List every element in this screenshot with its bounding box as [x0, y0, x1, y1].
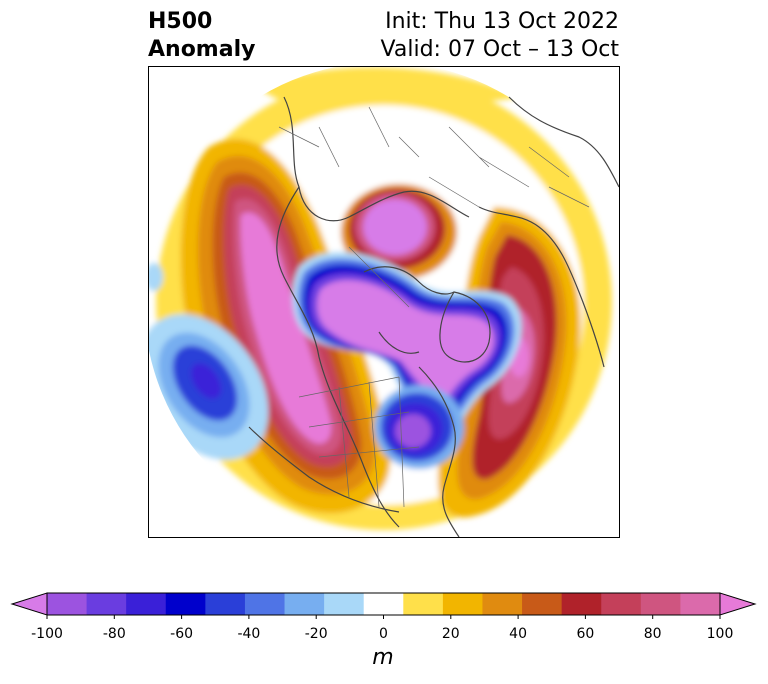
colorbar-tick-label: 0	[379, 626, 388, 642]
colorbar-bin	[324, 593, 365, 615]
trough-eastern-north-america	[374, 385, 464, 469]
colorbar-bin	[680, 593, 721, 615]
state-borders	[278, 106, 590, 508]
colorbar-tick-label: -40	[237, 626, 261, 642]
colorbar-units: m	[372, 645, 394, 670]
title-variable: H500	[148, 9, 213, 34]
colorbar-tick-label: -80	[102, 626, 126, 642]
colorbar	[10, 592, 757, 619]
valid-period: Valid: 07 Oct – 13 Oct	[380, 37, 619, 62]
colorbar-bin	[205, 593, 246, 615]
colorbar-bin	[86, 593, 127, 615]
colorbar-bin	[284, 593, 325, 615]
colorbar-bin	[442, 593, 483, 615]
colorbar-bin	[403, 593, 444, 615]
trough-greenland-north-atlantic	[292, 251, 522, 447]
colorbar-bin	[244, 593, 286, 615]
colorbar-tick-label: -20	[304, 626, 328, 642]
map-title: H500 Anomaly	[148, 8, 255, 64]
trough-hudson-bay-arctic	[341, 184, 457, 280]
colorbar-bin	[640, 593, 681, 615]
colorbar-bin	[522, 593, 563, 615]
colorbar-bin	[601, 593, 642, 615]
anomaly-map-svg	[149, 67, 619, 537]
init-time: Init: Thu 13 Oct 2022	[385, 9, 619, 34]
corner-mask	[149, 67, 619, 537]
colorbar-extend-low	[10, 592, 48, 616]
colorbar-bin	[47, 593, 88, 615]
colorbar-bin	[561, 593, 602, 615]
colorbar-tick-label: 80	[643, 626, 662, 642]
colorbar-tick-label: 100	[706, 626, 734, 642]
colorbar-tick-label: 60	[576, 626, 595, 642]
map-subtitle: Init: Thu 13 Oct 2022 Valid: 07 Oct – 13…	[381, 8, 619, 64]
colorbar-bin	[482, 593, 523, 615]
colorbar-extend-high	[719, 592, 757, 616]
coastlines	[248, 96, 619, 537]
colorbar-tick-label: -60	[170, 626, 194, 642]
colorbar-tick-label: -100	[31, 626, 63, 642]
anomaly-map	[148, 66, 620, 538]
colorbar-tick-label: 20	[441, 626, 460, 642]
colorbar-bin	[126, 593, 167, 615]
colorbar-bin	[363, 593, 404, 615]
ridge-siberia-arctic	[259, 67, 519, 104]
title-anomaly: Anomaly	[148, 37, 256, 62]
colorbar-tick-label: 40	[509, 626, 528, 642]
colorbar-bin	[165, 593, 206, 615]
